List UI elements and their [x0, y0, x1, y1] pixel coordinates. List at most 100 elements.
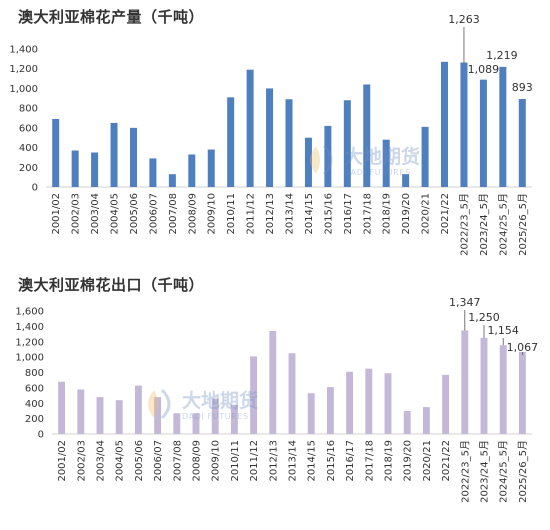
- bar: [129, 127, 137, 187]
- x-tick-label: 2022/23_5月: [458, 193, 470, 256]
- y-tick-label: 1,400: [15, 322, 44, 333]
- bar: [269, 330, 277, 434]
- bar: [52, 118, 60, 187]
- watermark-text-cn: 大地期货: [344, 145, 420, 168]
- bar: [211, 398, 219, 434]
- bar: [96, 397, 104, 434]
- bar: [110, 122, 118, 187]
- bar: [154, 397, 162, 434]
- export-chart-panel: 澳大利亚棉花出口（千吨） 0 200 400 600 800 1,000 1,200 1,40…: [0, 268, 550, 530]
- x-tick-label: 2005/06: [134, 440, 145, 482]
- bar: [499, 66, 507, 187]
- bar: [499, 345, 507, 434]
- x-tick-label: 2017/18: [362, 193, 373, 235]
- bar: [149, 158, 157, 187]
- y-tick-label: 1,000: [9, 84, 38, 95]
- production-chart-panel: 澳大利亚棉花产量（千吨） 0 200 400 600 800 1,000 1,200 1,40…: [9, 8, 533, 256]
- bar: [346, 371, 354, 434]
- bar: [227, 97, 235, 187]
- bar: [71, 150, 79, 187]
- chart-title: 澳大利亚棉花产量（千吨）: [18, 8, 205, 26]
- y-tick-label: 1,400: [9, 45, 38, 56]
- x-tick-label: 2023/24_5月: [478, 193, 490, 256]
- data-label: 1,250: [468, 311, 500, 324]
- x-tick-label: 2009/10: [207, 193, 218, 235]
- bar: [518, 98, 526, 187]
- x-tick-label: 2011/12: [246, 193, 257, 235]
- x-tick-label: 2020/21: [421, 193, 432, 235]
- x-tick-label: 2007/08: [172, 440, 183, 482]
- chart-title: 澳大利亚棉花出口（千吨）: [18, 276, 205, 294]
- bar: [58, 381, 66, 434]
- x-tick-label: 2024/25_5月: [497, 193, 509, 256]
- x-tick-label: 2003/04: [96, 440, 107, 482]
- watermark-text-en: DADI FUTURES: [344, 168, 411, 177]
- x-tick-label: 2010/11: [230, 440, 241, 482]
- x-tick-label: 2007/08: [168, 193, 179, 235]
- watermark-logo-arc-icon: [322, 144, 333, 176]
- bar: [77, 389, 85, 434]
- y-tick-label: 600: [25, 383, 44, 394]
- bar: [422, 407, 430, 434]
- x-tick-label: 2019/20: [401, 193, 412, 235]
- x-tick-label: 2016/17: [343, 193, 354, 235]
- x-tick-label: 2019/20: [403, 440, 414, 482]
- watermark-logo-arc-icon: [160, 388, 171, 420]
- x-tick-label: 2014/15: [304, 193, 315, 235]
- x-tick-label: 2004/05: [110, 193, 121, 235]
- y-tick-label: 600: [19, 123, 38, 134]
- x-tick-label: 2003/04: [90, 193, 101, 235]
- x-tick-label: 2014/15: [307, 440, 318, 482]
- x-tick-label: 2012/13: [265, 193, 276, 235]
- x-tick-label: 2001/02: [51, 193, 62, 235]
- y-tick-label: 800: [25, 368, 44, 379]
- export-chart: 0 200 400 600 800 1,000 1,200 1,400 1,600 2001/02…: [15, 296, 539, 503]
- bar: [91, 152, 99, 187]
- bar: [365, 368, 373, 434]
- y-tick-label: 0: [32, 183, 38, 194]
- y-tick-label: 400: [19, 143, 38, 154]
- bar: [421, 126, 429, 187]
- watermark-text-en: DADI FUTURES: [182, 412, 249, 421]
- x-tick-label: 2020/21: [422, 440, 433, 482]
- bar: [442, 374, 450, 434]
- bar: [266, 88, 274, 187]
- data-label: 1,154: [487, 324, 519, 337]
- x-tick-label: 2008/09: [192, 440, 203, 482]
- x-tick-label: 2011/12: [249, 440, 260, 482]
- x-tick-label: 2016/17: [345, 440, 356, 482]
- bar: [173, 413, 181, 434]
- bar: [326, 387, 334, 434]
- x-tick-label: 2002/03: [71, 193, 82, 235]
- y-tick-label: 800: [19, 104, 38, 115]
- y-tick-label: 200: [25, 414, 44, 425]
- data-label: 1,089: [468, 63, 500, 76]
- bar: [518, 351, 526, 434]
- x-tick-label: 2008/09: [187, 193, 198, 235]
- bar: [441, 61, 449, 187]
- bar: [480, 337, 488, 434]
- bar: [168, 174, 176, 187]
- data-label: 1,067: [507, 341, 539, 354]
- bar: [307, 393, 315, 434]
- bar: [246, 69, 254, 187]
- x-tick-label: 2018/19: [382, 193, 393, 235]
- y-tick-label: 1,200: [9, 64, 38, 75]
- data-label: 1,263: [448, 13, 480, 26]
- x-tick-label: 2009/10: [211, 440, 222, 482]
- data-label: 893: [512, 81, 533, 94]
- x-tick-label: 2004/05: [115, 440, 126, 482]
- x-tick-label: 2021/22: [441, 440, 452, 482]
- bar: [134, 385, 142, 434]
- bar: [304, 137, 312, 187]
- y-tick-label: 200: [19, 163, 38, 174]
- bar: [384, 373, 392, 434]
- bar: [324, 125, 332, 187]
- y-tick-label: 1,000: [15, 353, 44, 364]
- x-tick-label: 2015/16: [326, 440, 337, 482]
- bar: [382, 139, 390, 187]
- bar: [461, 330, 469, 434]
- x-tick-label: 2022/23_5月: [459, 440, 471, 503]
